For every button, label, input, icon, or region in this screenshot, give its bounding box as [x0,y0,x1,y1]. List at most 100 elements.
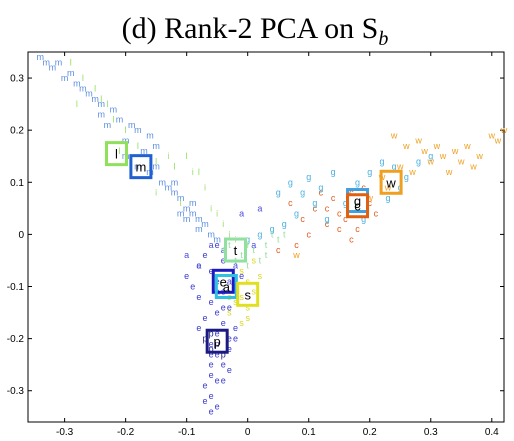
scatter-point-w: w [500,125,508,135]
scatter-point-e: e [209,370,214,380]
scatter-point-m: m [134,162,142,172]
scatter-point-w: w [292,250,300,260]
scatter-point-e: e [215,308,220,318]
scatter-point-p: p [215,339,220,349]
center-label: g [354,194,361,209]
x-tick-label: 0 [245,427,251,438]
scatter-point-e: e [221,318,226,328]
scatter-point-a: a [209,240,214,250]
scatter-point-c: c [367,198,372,208]
scatter-point-w: w [457,156,465,166]
scatter-point-w: w [408,167,416,177]
scatter-point-m: m [195,214,203,224]
scatter-point-m: m [97,99,105,109]
center-label: c [354,199,361,214]
center-label: m [135,160,146,175]
scatter-point-s: s [233,297,238,307]
scatter-point-s: s [239,318,244,328]
scatter-point-t: t [271,229,274,239]
y-tick-label: 0.1 [10,178,24,189]
scatter-point-s: s [239,266,244,276]
y-tick-label: -0.1 [7,282,25,293]
scatter-point-m: m [201,219,209,229]
scatter-point-m: m [67,68,75,78]
scatter-point-c: c [276,245,281,255]
scatter-point-l: l [82,73,84,83]
scatter-point-c: c [374,209,379,219]
scatter-point-i: i [222,219,224,229]
scatter-point-e: e [202,313,207,323]
center-label: a [223,280,231,295]
scatter-point-i: i [192,167,194,177]
x-tick-label: 0.1 [302,427,316,438]
center-label: l [115,147,118,162]
scatter-point-w: w [475,151,483,161]
scatter-point-w: w [463,141,471,151]
scatter-point-m: m [159,177,167,187]
scatter-point-s: s [227,308,232,318]
chart-title: (d) Rank-2 PCA on Sb [122,12,389,50]
scatter-point-c: c [325,219,330,229]
scatter-point-e: e [227,302,232,312]
center-box [211,268,235,294]
x-tick-label: -0.1 [178,427,196,438]
cluster-center-w: w [379,169,403,195]
center-label: t [234,243,238,258]
scatter-point-l: l [186,151,188,161]
scatter-point-l: l [173,162,175,172]
scatter-point-e: e [239,271,244,281]
scatter-point-g: g [404,172,409,182]
scatter-point-w: w [445,167,453,177]
scatter-point-m: m [122,136,130,146]
scatter-point-m: m [152,162,160,172]
scatter-point-e: e [215,401,220,411]
scatter-point-g: g [392,162,397,172]
scatter-point-m: m [183,203,191,213]
scatter-point-a: a [251,240,256,250]
center-label: p [214,334,221,349]
scatter-point-i: i [228,229,230,239]
scatter-point-e: e [221,302,226,312]
scatter-point-m: m [152,141,160,151]
scatter-point-m: m [183,214,191,224]
center-box [104,141,128,167]
scatter-point-t: t [259,255,262,265]
cluster-center-p: p [205,328,229,354]
scatter-point-e: e [209,360,214,370]
scatter-point-c: c [349,235,354,245]
scatter-point-m: m [171,188,179,198]
scatter-point-w: w [402,141,410,151]
scatter-point-l: l [155,156,157,166]
scatter-point-g: g [343,198,348,208]
scatter-point-e: e [215,240,220,250]
scatter-point-l: l [106,99,108,109]
cluster-center-m: m [129,154,153,180]
center-box [346,193,370,219]
scatter-point-w: w [451,146,459,156]
scatter-point-g: g [325,214,330,224]
scatter-point-m: m [73,78,81,88]
scatter-point-a: a [239,209,244,219]
scatter-point-m: m [104,120,112,130]
scatter-point-m: m [207,229,215,239]
center-label: w [385,175,396,190]
scatter-point-a: a [227,276,232,286]
scatter-point-c: c [294,240,299,250]
scatter-point-a: a [257,203,262,213]
scatter-point-t: t [265,240,268,250]
scatter-point-a: a [184,250,189,260]
scatter-point-s: s [252,287,257,297]
scatter-point-g: g [257,229,262,239]
scatter-point-a: a [196,261,201,271]
scatter-point-e: e [233,334,238,344]
y-tick-label: -0.3 [7,386,25,397]
scatter-point-e: e [227,344,232,354]
scatter-point-w: w [469,162,477,172]
scatter-point-p: p [221,349,226,359]
scatter-point-m: m [128,120,136,130]
scatter-point-g: g [331,167,336,177]
scatter-point-w: w [420,146,428,156]
scatter-point-m: m [177,209,185,219]
y-tick-label: 0.2 [10,126,24,137]
